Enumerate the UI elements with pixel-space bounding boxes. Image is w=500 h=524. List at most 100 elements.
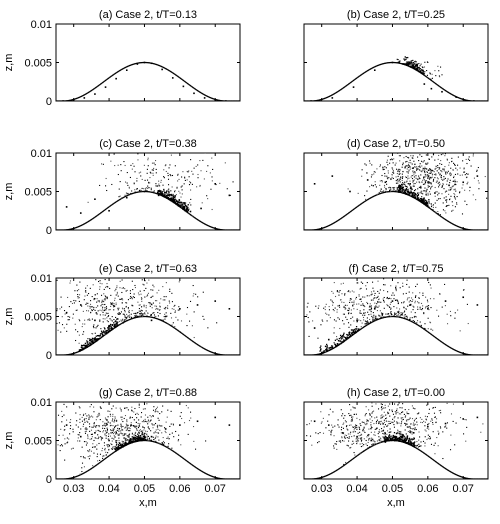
scatter-dot [433, 173, 436, 176]
scatter-dot [119, 298, 121, 300]
surface-dot [171, 325, 173, 328]
scatter-dot [397, 175, 399, 177]
surface-dot [378, 318, 380, 320]
surface-dot [419, 71, 421, 74]
scatter-dot [142, 283, 144, 285]
scatter-dot [114, 425, 116, 428]
surface-dot [444, 218, 446, 220]
surface-dot [58, 478, 61, 479]
surface-dot [425, 76, 428, 78]
cluster-dot [161, 193, 163, 196]
surface-dot [130, 442, 132, 444]
surface-dot [132, 441, 134, 443]
scatter-dot [434, 195, 436, 197]
scatter-dot [155, 305, 158, 307]
cluster-dot [419, 197, 422, 200]
surface-dot [170, 449, 172, 451]
surface-dot [422, 327, 424, 329]
surface-dot [404, 193, 406, 195]
scatter-dot [439, 293, 441, 295]
surface-dot [63, 354, 66, 355]
scatter-dot [420, 190, 422, 192]
scatter-dot [153, 286, 155, 288]
surface-dot [65, 478, 67, 479]
scatter-dot [178, 190, 180, 192]
cluster-dot [402, 188, 404, 191]
scatter-dot [123, 308, 126, 310]
cluster-dot [170, 197, 172, 200]
scatter-dot [406, 317, 408, 319]
cluster-dot [81, 349, 83, 351]
surface-dot [202, 93, 204, 95]
cluster-dot [415, 65, 417, 67]
surface-dot [211, 475, 213, 478]
cluster-dot [185, 210, 188, 213]
scatter-dot [138, 431, 140, 433]
surface-dot [197, 468, 199, 470]
scatter-dot [134, 189, 136, 191]
surface-dot [92, 466, 95, 468]
scatter-dot [119, 287, 121, 289]
surface-dot [101, 336, 103, 338]
scatter-dot [115, 304, 117, 306]
surface-dot [199, 345, 201, 348]
scatter-dot [89, 438, 91, 440]
surface-dot [459, 351, 461, 353]
cluster-dot [407, 63, 409, 65]
surface-dot [68, 99, 71, 101]
scatter-dot [76, 284, 78, 286]
scatter-dot [383, 190, 385, 192]
scatter-dot [427, 184, 429, 186]
scatter-dot [308, 321, 310, 323]
scatter-dot [472, 153, 474, 155]
cluster-dot [177, 203, 179, 206]
surface-dot [339, 343, 341, 345]
surface-dot [216, 353, 218, 355]
scatter-dot [97, 414, 99, 416]
scatter-dot [186, 170, 188, 173]
surface-dot [190, 85, 192, 87]
surface-dot [150, 191, 153, 193]
cluster-dot [183, 205, 186, 208]
scatter-dot [78, 434, 80, 436]
cluster-dot [340, 335, 343, 338]
scatter-dot [391, 167, 393, 169]
surface-dot [357, 76, 360, 78]
particle-layer [56, 153, 240, 230]
surface-dot [461, 227, 464, 229]
surface-dot [213, 227, 216, 229]
surface-dot [116, 71, 118, 74]
scatter-dot [206, 170, 208, 172]
scatter-dot [137, 153, 139, 155]
surface-dot [338, 90, 340, 92]
surface-dot [109, 205, 111, 207]
surface-dot [216, 477, 218, 479]
scatter-dot [454, 173, 457, 176]
scatter-dot [408, 169, 410, 171]
scatter-dot [155, 172, 157, 174]
scatter-dot [141, 298, 143, 300]
cluster-dot [407, 56, 409, 59]
surface-dot [372, 195, 374, 198]
scatter-dot [130, 295, 132, 298]
cluster-dot [184, 204, 187, 207]
scatter-dot [392, 177, 394, 180]
scatter-dot [116, 293, 118, 295]
cluster-dot [415, 64, 417, 66]
scatter-dot [427, 182, 429, 184]
surface-dot [222, 100, 224, 101]
surface-dot [216, 99, 218, 101]
scatter-dot [462, 289, 465, 291]
scatter-dot [368, 309, 370, 311]
scatter-dot [364, 314, 366, 316]
surface-dot [151, 191, 153, 193]
scatter-dot [406, 299, 408, 301]
scatter-dot [408, 291, 410, 293]
surface-dot [230, 478, 233, 479]
scatter-dot [419, 165, 421, 167]
scatter-dot [110, 303, 112, 305]
surface-dot [61, 354, 63, 355]
scatter-dot [95, 312, 97, 314]
surface-dot [98, 338, 100, 340]
scatter-dot [163, 176, 165, 178]
